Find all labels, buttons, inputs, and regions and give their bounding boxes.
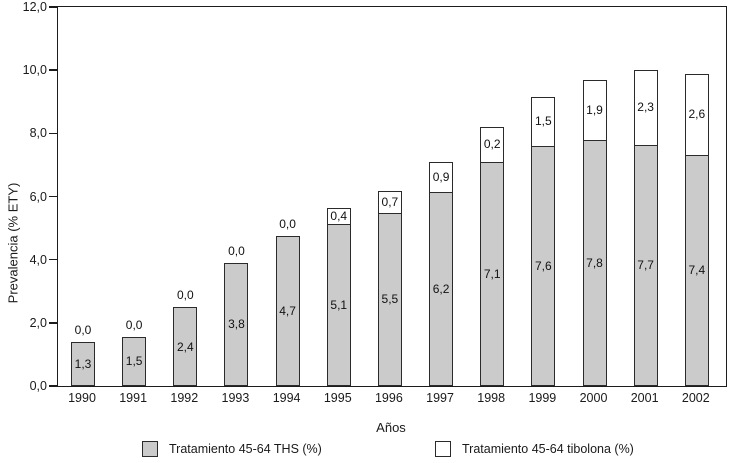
bar-value-label-ths-1992: 2,4 <box>176 339 194 354</box>
bar-value-label-ths-1990: 1,3 <box>74 357 92 372</box>
bar-segment-ths-1990 <box>71 342 95 386</box>
bar-value-label-ths-2002: 7,4 <box>688 263 706 278</box>
y-axis-tick <box>49 69 58 71</box>
y-axis-tick-label: 8,0 <box>29 126 47 141</box>
bar-segment-ths-1995 <box>326 223 351 386</box>
y-axis-tick-label: 4,0 <box>29 252 47 267</box>
bar-segment-ths-1996 <box>377 212 402 386</box>
bar-value-label-ths-1999: 7,6 <box>535 258 552 273</box>
y-axis-tick-label: 0,0 <box>29 379 47 393</box>
bar-segment-ths-1994 <box>275 235 300 386</box>
y-axis-tick-label: 10,0 <box>22 63 47 78</box>
y-axis-tick <box>49 258 58 261</box>
x-axis-title: Años <box>376 420 406 435</box>
bar-value-label-ths-1995: 5,1 <box>330 297 348 312</box>
bar-value-label-ths-1997: 6,2 <box>432 282 450 297</box>
x-axis-tick-label-1994: 1994 <box>272 391 301 405</box>
bar-segment-ths-2002 <box>684 154 709 386</box>
bar-segment-ths-1991 <box>122 336 147 386</box>
y-axis-tick <box>49 132 58 135</box>
bar-segment-ths-2000 <box>582 139 607 386</box>
bar-value-label-tibolona-2000: 1,9 <box>586 102 603 117</box>
x-axis-tick-label-2002: 2002 <box>681 391 710 405</box>
bar-value-label-tibolona-1991: 0,0 <box>125 317 143 332</box>
legend-label-ths: Tratamiento 45-64 THS (%) <box>169 442 322 456</box>
bar-value-label-tibolona-1993: 0,0 <box>228 243 245 258</box>
y-axis-tick <box>49 322 58 324</box>
bar-segment-tibolona-1999 <box>531 96 556 148</box>
legend-item-tibolona: Tratamiento 45-64 tibolona (%) <box>435 441 634 457</box>
x-axis-tick-label-1995: 1995 <box>323 391 352 405</box>
x-axis-tick-label-1992: 1992 <box>170 391 199 405</box>
bar-segment-ths-1999 <box>531 145 556 386</box>
x-axis-tick-label-2001: 2001 <box>630 391 659 405</box>
x-axis-tick-label-1993: 1993 <box>221 391 250 405</box>
x-axis-tick-label-1999: 1999 <box>528 391 557 405</box>
y-axis-tick-label: 2,0 <box>29 315 47 330</box>
bar-value-label-tibolona-1999: 1,5 <box>535 114 552 129</box>
bar-value-label-tibolona-1995: 0,4 <box>330 208 348 223</box>
bar-value-label-ths-2000: 7,8 <box>586 255 603 270</box>
y-axis-tick <box>49 385 58 387</box>
x-axis-tick-label-1996: 1996 <box>374 391 403 405</box>
y-axis-tick-label: 12,0 <box>22 0 47 14</box>
bar-segment-tibolona-2001 <box>633 69 658 146</box>
x-axis-tick-label-1991: 1991 <box>119 391 148 405</box>
bar-segment-tibolona-1997 <box>429 162 454 194</box>
bar-segment-ths-1993 <box>224 262 249 386</box>
bar-segment-tibolona-1998 <box>480 127 505 164</box>
bar-value-label-tibolona-1992: 0,0 <box>176 288 194 303</box>
x-axis-tick-label-1997: 1997 <box>426 391 454 405</box>
legend-swatch-tibolona-icon <box>435 441 451 457</box>
legend-item-ths: Tratamiento 45-64 THS (%) <box>142 441 322 457</box>
bar-segment-tibolona-2000 <box>582 80 607 141</box>
bar-segment-ths-1992 <box>173 307 198 386</box>
bar-value-label-tibolona-1994: 0,0 <box>279 216 296 231</box>
bar-value-label-ths-1996: 5,5 <box>381 292 399 307</box>
bar-value-label-tibolona-1998: 0,2 <box>483 137 501 152</box>
y-axis-tick <box>49 195 58 198</box>
legend-label-tibolona: Tratamiento 45-64 tibolona (%) <box>462 442 634 456</box>
x-axis-tick-label-2000: 2000 <box>579 391 608 405</box>
bar-segment-ths-2001 <box>633 144 658 386</box>
x-axis-tick-label-1990: 1990 <box>68 391 96 405</box>
legend-swatch-ths-icon <box>142 441 158 457</box>
y-axis-tick <box>49 6 58 8</box>
bar-value-label-ths-2001: 7,7 <box>637 258 654 273</box>
bar-value-label-ths-1994: 4,7 <box>279 304 296 318</box>
bar-segment-tibolona-1995 <box>326 207 351 225</box>
bar-value-label-ths-1993: 3,8 <box>228 317 245 332</box>
bar-value-label-tibolona-1990: 0,0 <box>74 323 92 338</box>
bar-segment-tibolona-2002 <box>684 74 709 156</box>
bar-value-label-tibolona-1996: 0,7 <box>381 194 399 209</box>
bar-segment-ths-1997 <box>429 192 454 386</box>
plot-area: 0,0 2,0 4,0 6,0 8,0 10,0 12,0 1,3 0,0 1,5 0,0 2,4 0,… <box>23 0 727 393</box>
bar-value-label-ths-1998: 7,1 <box>483 266 501 281</box>
x-axis-tick-label-1998: 1998 <box>477 391 506 405</box>
bar-segment-tibolona-1996 <box>377 190 402 215</box>
bar-segment-ths-1998 <box>480 161 505 386</box>
bar-value-label-tibolona-1997: 0,9 <box>432 170 450 185</box>
bar-value-label-tibolona-2001: 2,3 <box>637 100 654 115</box>
bar-value-label-ths-1991: 1,5 <box>125 354 143 369</box>
y-axis-tick-label: 6,0 <box>29 189 47 204</box>
bar-value-label-tibolona-2002: 2,6 <box>688 107 706 122</box>
